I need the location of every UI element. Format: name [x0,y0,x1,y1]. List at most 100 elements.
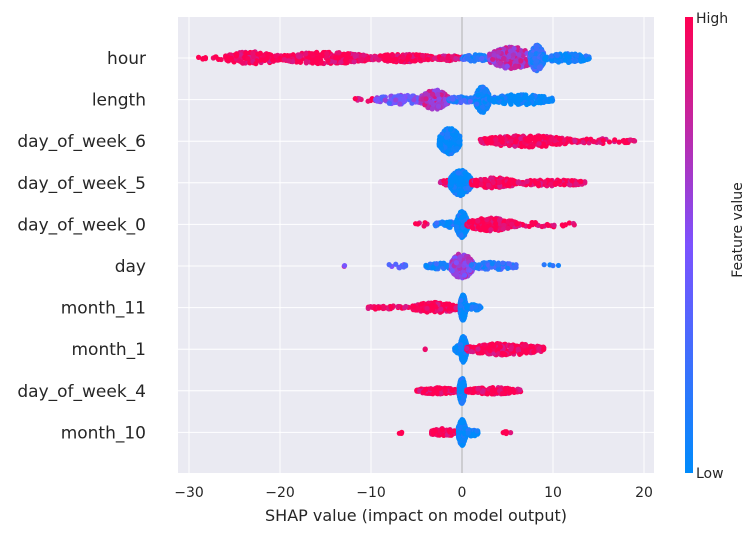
shap-point [551,222,557,228]
shap-point [341,262,348,269]
shap-point [281,56,287,63]
shap-point [524,62,530,69]
shap-point [566,54,572,60]
shap-point [557,136,563,142]
shap-point [500,260,506,266]
shap-point [351,59,357,65]
shap-point [457,254,463,260]
shap-point [500,100,506,106]
shap-point [554,52,560,59]
shap-point [461,97,467,103]
shap-point [293,59,300,65]
shap-point [491,96,497,103]
shap-point [202,55,209,61]
shap-point [444,149,450,155]
shap-point [506,52,513,58]
shap-point [620,138,626,144]
shap-point [484,217,490,223]
shap-point [572,58,578,65]
shap-point [433,261,440,267]
shap-point [314,49,320,55]
shap-point [489,261,495,267]
shap-point [508,101,514,107]
shap-point [361,52,367,59]
shap-point [439,56,445,62]
shap-point [499,139,505,145]
shap-point [580,57,587,63]
shap-point [510,52,516,58]
shap-point [459,188,465,194]
shap-point [450,96,456,102]
shap-point [479,55,485,61]
shap-point [500,56,507,62]
shap-point [526,100,532,107]
shap-point [448,180,455,186]
shap-point [388,57,394,63]
feature-points-length [352,84,556,115]
shap-point [309,51,315,57]
shap-point [393,261,399,267]
shap-point [286,58,292,64]
shap-point [475,218,481,224]
shap-point [464,55,470,62]
shap-point [250,50,256,56]
shap-point [393,56,399,63]
shap-point [456,139,462,145]
shap-point [497,60,503,66]
shap-point [264,55,270,61]
shap-point [376,305,382,311]
data-points [195,42,638,448]
shap-point [548,136,555,143]
shap-point [458,178,464,184]
shap-point [333,55,339,61]
shap-point [458,232,464,239]
shap-point [492,216,498,222]
shap-point [376,57,382,63]
shap-point [442,301,448,307]
shap-point [506,261,513,267]
shap-point [336,50,342,56]
shap-point [338,59,344,65]
shap-point [512,139,519,145]
shap-point [475,92,481,98]
shap-point [444,131,450,137]
shap-point [491,52,497,58]
shap-point [257,50,263,56]
shap-point [434,220,440,226]
shap-point [236,58,243,64]
shap-point [406,53,412,59]
shap-point [407,94,413,100]
shap-point [529,94,535,101]
shap-point [524,178,530,184]
shap-point [480,224,487,230]
shap-point [606,139,613,145]
shap-point [453,260,459,266]
shap-point [303,51,309,57]
shap-point [490,56,496,62]
shap-point [507,48,514,54]
shap-point [496,179,502,186]
shap-point [454,224,460,230]
shap-point [467,98,473,105]
shap-point [303,59,309,65]
shap-point [584,136,590,142]
shap-point [382,97,388,103]
shap-point [561,182,567,188]
shap-point [277,55,283,61]
shap-point [477,107,483,114]
shap-point [525,138,532,144]
shap-point [541,141,547,147]
shap-point [485,136,491,142]
shap-point [548,53,555,59]
shap-point [541,262,547,268]
shap-point [482,88,488,95]
shap-point [533,42,539,49]
shap-point [243,50,249,56]
shap-point [515,101,521,107]
shap-point [382,57,388,63]
shap-point [459,214,465,220]
shap-point [486,182,492,188]
shap-point [537,99,543,105]
shap-point [403,263,409,269]
shap-point [509,221,515,227]
